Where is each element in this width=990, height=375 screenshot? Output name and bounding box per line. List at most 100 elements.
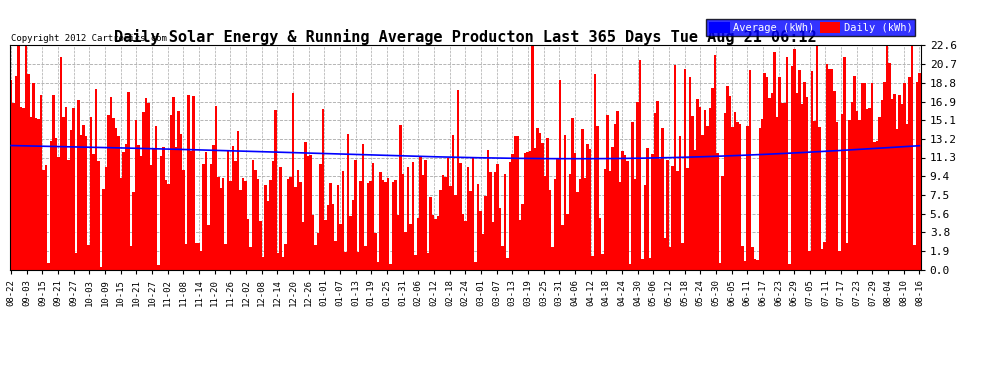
Bar [449,186,451,270]
Bar [59,57,62,270]
Bar [38,119,40,270]
Bar [154,126,157,270]
Bar [417,218,419,270]
Bar [207,225,210,270]
Bar [716,153,719,270]
Bar [240,190,242,270]
Bar [861,82,863,270]
Bar [548,190,551,270]
Bar [307,156,309,270]
Bar [274,110,277,270]
Bar [414,255,417,270]
Bar [829,69,831,270]
Bar [225,244,227,270]
Bar [189,151,192,270]
Bar [15,76,18,270]
Bar [834,92,836,270]
Bar [399,125,402,270]
Bar [382,180,384,270]
Bar [351,200,354,270]
Bar [459,163,461,270]
Bar [143,112,145,270]
Bar [20,107,23,270]
Bar [135,120,138,270]
Bar [312,215,315,270]
Bar [661,128,663,270]
Bar [25,45,28,270]
Bar [157,265,159,270]
Bar [589,149,591,270]
Legend: Average (kWh), Daily (kWh): Average (kWh), Daily (kWh) [706,19,916,36]
Bar [474,262,476,270]
Bar [174,147,177,270]
Bar [831,69,834,270]
Bar [437,216,440,270]
Bar [195,243,197,270]
Bar [469,191,471,270]
Bar [384,182,387,270]
Bar [758,129,761,270]
Bar [297,170,299,270]
Bar [788,264,791,270]
Bar [551,247,553,270]
Bar [858,120,861,270]
Bar [387,178,389,270]
Bar [868,108,871,270]
Bar [743,261,746,270]
Bar [619,182,622,270]
Bar [681,243,684,270]
Bar [731,127,734,270]
Bar [40,95,43,270]
Bar [622,151,624,270]
Bar [494,172,497,270]
Bar [566,214,569,270]
Bar [632,122,634,270]
Bar [394,180,397,270]
Bar [320,164,322,270]
Bar [227,150,230,270]
Bar [816,45,819,270]
Bar [666,160,668,270]
Bar [97,161,100,270]
Bar [656,100,658,270]
Bar [43,171,45,270]
Bar [804,82,806,270]
Bar [18,45,20,270]
Bar [903,83,906,270]
Bar [335,241,337,270]
Bar [10,80,13,270]
Bar [556,158,559,270]
Bar [819,127,821,270]
Bar [267,201,269,270]
Bar [848,120,850,270]
Bar [721,176,724,270]
Bar [64,107,67,270]
Bar [481,234,484,270]
Bar [489,172,491,270]
Bar [853,76,855,270]
Bar [237,131,240,270]
Bar [304,142,307,270]
Bar [694,150,696,270]
Bar [796,93,798,270]
Bar [881,100,883,270]
Bar [85,136,87,270]
Bar [768,99,771,270]
Bar [798,70,801,270]
Bar [122,152,125,270]
Bar [596,126,599,270]
Bar [54,138,57,270]
Bar [332,204,335,270]
Bar [272,160,274,270]
Bar [456,90,459,270]
Bar [117,136,120,270]
Bar [756,260,758,270]
Bar [564,135,566,270]
Bar [50,141,52,270]
Bar [544,176,546,270]
Bar [279,168,282,270]
Bar [454,195,456,270]
Bar [614,124,616,270]
Bar [200,251,202,270]
Bar [77,100,80,270]
